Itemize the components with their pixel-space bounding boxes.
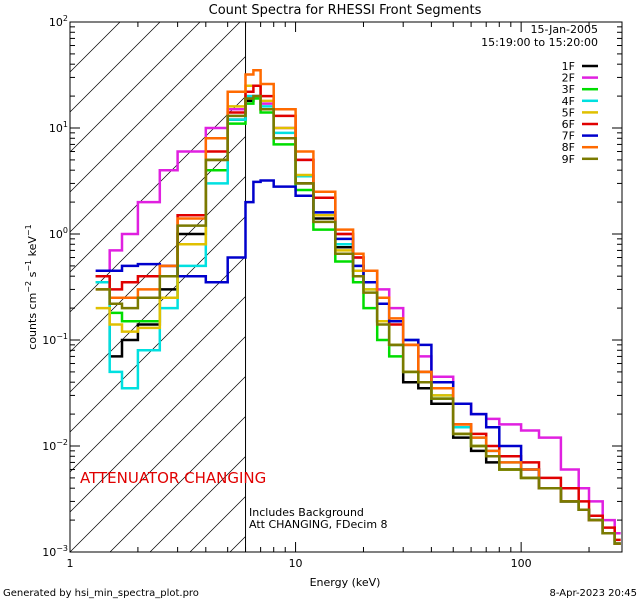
legend-label-6F: 6F [562, 118, 575, 131]
chart-title: Count Spectra for RHESSI Front Segments [209, 3, 482, 18]
y-tick-label: 100 [49, 226, 68, 241]
y-label-exp-3: −1 [24, 224, 33, 236]
plot-frame [69, 21, 623, 553]
hatch-line [70, 175, 246, 353]
y-label-part-3: keV [26, 236, 39, 260]
hatch-line [70, 55, 246, 233]
legend-label-2F: 2F [562, 72, 575, 85]
y-tick-label: 102 [49, 14, 68, 29]
legend-label-5F: 5F [562, 106, 575, 119]
y-tick-label: 10−2 [42, 438, 68, 453]
attenuator-label: ATTENUATOR CHANGING [80, 469, 266, 487]
hatch-line [70, 295, 246, 473]
y-tick-label: 101 [49, 120, 68, 135]
attenuator-hatch-region [70, 22, 640, 552]
hatch-line [70, 135, 246, 313]
x-tick-label: 1 [67, 557, 74, 570]
hatch-line [70, 22, 201, 153]
hatch-line [510, 22, 640, 552]
legend-label-9F: 9F [562, 153, 575, 166]
legend-label-1F: 1F [562, 60, 575, 73]
y-axis-label: counts cm−2 s−1 keV−1 [24, 224, 39, 349]
y-label-part-1: counts cm [26, 293, 39, 350]
hatch-line [109, 415, 246, 552]
axes: 1 10 100 10−3 10−2 10−1 100 101 102 [42, 14, 622, 570]
y-label-exp-1: −2 [24, 281, 33, 293]
y-label-exp-2: −1 [24, 260, 33, 272]
legend-label-8F: 8F [562, 141, 575, 154]
hatch-line [70, 22, 241, 193]
hatch-line [70, 335, 246, 513]
timestamp-label: 8-Apr-2023 20:45 [550, 588, 637, 599]
x-tick-label: 100 [511, 557, 532, 570]
legend-label-3F: 3F [562, 83, 575, 96]
hatch-line [70, 22, 161, 113]
hatch-line [70, 215, 246, 393]
hatch-line [149, 455, 246, 552]
series-line-2F [95, 94, 621, 535]
hatch-line [390, 22, 640, 552]
time-range-label: 15:19:00 to 15:20:00 [481, 36, 598, 49]
generated-by-label: Generated by hsi_min_spectra_plot.pro [3, 588, 199, 599]
y-label-part-2: s [26, 271, 39, 280]
x-axis-label: Energy (keV) [310, 576, 381, 589]
series-line-9F [95, 94, 621, 545]
x-tick-label: 10 [289, 557, 303, 570]
series-group [95, 69, 621, 545]
y-tick-label: 10−1 [42, 332, 68, 347]
legend-label-4F: 4F [562, 95, 575, 108]
hatch-line [430, 22, 640, 552]
note-background: Includes Background [249, 506, 364, 519]
note-att: Att CHANGING, FDecim 8 [249, 518, 388, 531]
hatch-line [470, 22, 640, 552]
hatch-line [70, 375, 246, 552]
hatch-line [70, 255, 246, 433]
date-label: 15-Jan-2005 [531, 23, 599, 36]
y-tick-label: 10−3 [42, 544, 68, 559]
legend-label-7F: 7F [562, 130, 575, 143]
